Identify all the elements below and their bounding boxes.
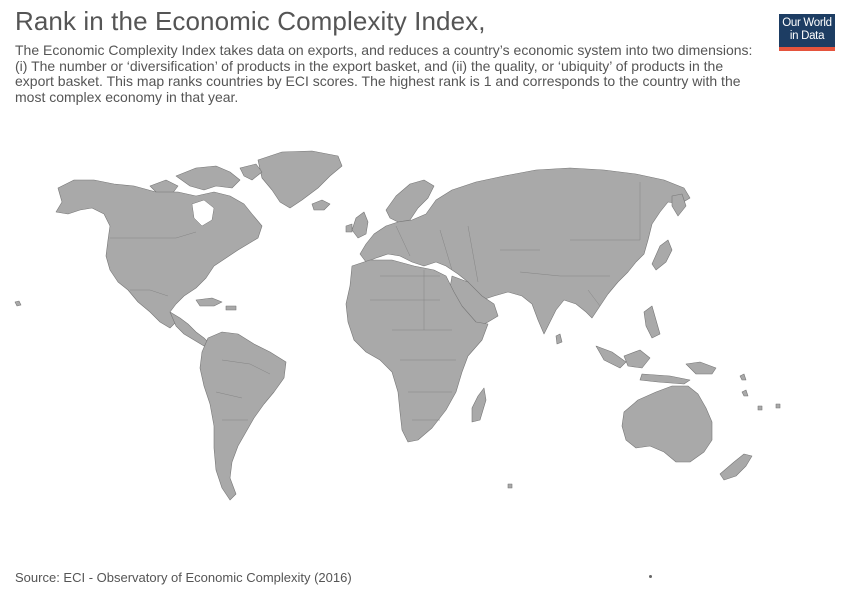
caribbean-islands[interactable] — [195, 297, 237, 311]
central-america[interactable] — [169, 311, 211, 347]
stray-dot — [649, 575, 652, 578]
pacific-islands[interactable] — [507, 373, 781, 489]
source-note: Source: ECI - Observatory of Economic Co… — [15, 570, 352, 585]
new-zealand[interactable] — [719, 453, 753, 481]
sri-lanka[interactable] — [555, 333, 563, 345]
british-isles[interactable] — [345, 211, 369, 239]
indonesia[interactable] — [595, 345, 717, 385]
scandinavia[interactable] — [385, 179, 435, 223]
greenland[interactable] — [257, 150, 343, 209]
logo-accent-bar — [779, 47, 835, 51]
country-borders — [110, 182, 641, 421]
logo-line-1: Our World — [782, 17, 832, 29]
japan[interactable] — [651, 239, 673, 271]
world-map[interactable] — [0, 140, 850, 520]
chart-subtitle: The Economic Complexity Index takes data… — [15, 42, 753, 105]
africa[interactable] — [345, 259, 489, 443]
chart-title: Rank in the Economic Complexity Index, — [15, 6, 486, 36]
iceland[interactable] — [311, 199, 331, 211]
logo-line-2: in Data — [789, 30, 825, 42]
owid-logo[interactable]: Our World in Data — [779, 14, 835, 51]
kamchatka[interactable] — [671, 193, 687, 217]
south-america[interactable] — [199, 331, 287, 501]
madagascar[interactable] — [471, 387, 487, 423]
australia[interactable] — [621, 385, 713, 463]
canadian-arctic-islands[interactable] — [149, 163, 263, 195]
philippines[interactable] — [643, 305, 661, 339]
eurasia[interactable] — [359, 167, 691, 335]
hawaii[interactable] — [14, 300, 22, 307]
